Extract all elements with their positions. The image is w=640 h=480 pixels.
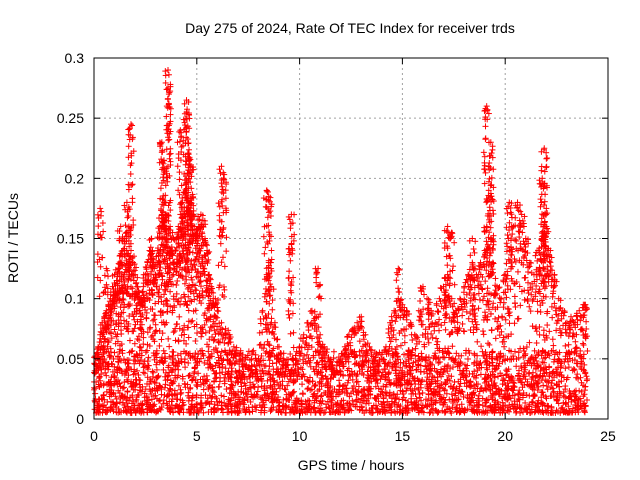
- noise-floor-points: [91, 347, 591, 416]
